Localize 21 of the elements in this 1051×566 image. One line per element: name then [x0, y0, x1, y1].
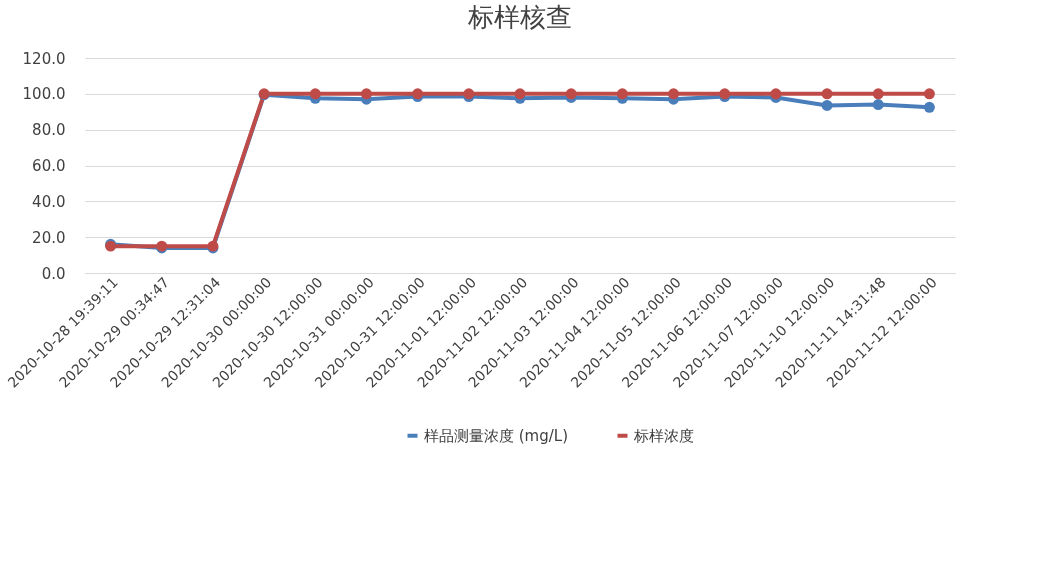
y-tick-label: 60.0	[32, 157, 66, 175]
y-tick-label: 20.0	[32, 228, 66, 247]
chart-title: 标样核查	[467, 2, 572, 32]
y-tick-label: 120.0	[22, 49, 66, 68]
point	[923, 101, 935, 113]
point	[923, 88, 935, 100]
legend-label: 标样浓度	[633, 426, 694, 445]
point	[872, 99, 884, 111]
point	[668, 88, 680, 100]
y-tick-label: 100.0	[22, 85, 66, 104]
point	[821, 100, 833, 111]
point	[616, 88, 628, 100]
y-tick-label: 0.0	[41, 264, 66, 283]
point	[514, 88, 526, 100]
point	[360, 88, 372, 100]
y-tick-label: 40.0	[32, 192, 66, 211]
point	[872, 88, 884, 100]
y-tick-label: 80.0	[32, 121, 66, 140]
point	[821, 88, 833, 100]
legend-label: 样品测量浓度 (mg/L)	[424, 426, 569, 445]
point	[309, 88, 321, 100]
